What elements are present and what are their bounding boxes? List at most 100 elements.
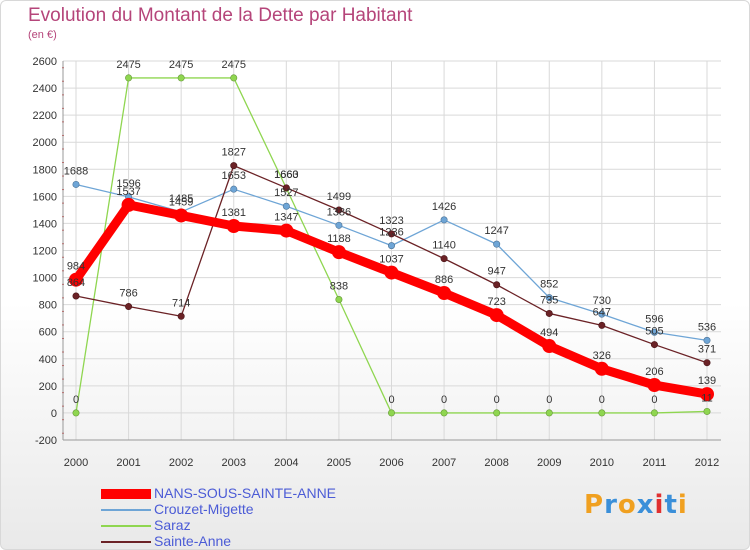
data-label: 1323 [379, 215, 403, 227]
data-label: 1537 [116, 186, 140, 198]
legend-swatch [101, 541, 151, 543]
x-tick-label: 2004 [274, 457, 298, 469]
data-point [125, 74, 133, 82]
data-point [331, 245, 346, 260]
data-label: 206 [645, 366, 663, 378]
data-point [542, 339, 557, 354]
x-tick-label: 2011 [643, 457, 667, 469]
data-point [598, 310, 606, 318]
data-label: 730 [593, 295, 611, 307]
legend-label: Sainte-Anne [154, 533, 232, 549]
data-label: 596 [645, 313, 663, 325]
data-point [335, 221, 343, 229]
data-point [335, 295, 343, 303]
chart-unit-label: (en €) [28, 29, 57, 41]
logo-letter: o [617, 490, 637, 520]
data-label: 0 [73, 394, 79, 406]
x-tick-label: 2006 [379, 457, 403, 469]
data-label: 11 [701, 392, 712, 404]
data-label: 1499 [327, 191, 351, 203]
data-point [650, 341, 658, 349]
data-point [387, 230, 395, 238]
logo-letter: P [584, 490, 605, 520]
data-label: 2475 [116, 59, 140, 71]
x-tick-label: 2002 [169, 457, 193, 469]
y-tick-label: 1200 [33, 246, 57, 258]
data-label: 647 [593, 306, 611, 318]
legend-label: Crouzet-Migette [154, 501, 254, 517]
data-label: 984 [67, 261, 85, 273]
data-point [493, 409, 501, 417]
data-label: 723 [487, 296, 505, 308]
data-label: 786 [119, 288, 137, 300]
data-point [230, 185, 238, 193]
data-point [440, 409, 448, 417]
data-label: 1247 [484, 225, 508, 237]
y-tick-label: 0 [51, 408, 57, 420]
data-label: 1688 [64, 165, 88, 177]
data-point [493, 281, 501, 289]
data-point [545, 309, 553, 317]
data-label: 714 [172, 297, 190, 309]
data-point [125, 303, 133, 311]
legend-swatch [101, 509, 151, 511]
data-label: 838 [330, 280, 348, 292]
data-label: 1386 [327, 206, 351, 218]
data-label: 1485 [169, 193, 193, 205]
data-label: 1347 [274, 212, 298, 224]
data-point [279, 223, 294, 238]
legend-label: Saraz [154, 517, 191, 533]
x-tick-label: 2000 [64, 457, 88, 469]
data-point [72, 180, 80, 188]
data-point [545, 409, 553, 417]
data-point [69, 272, 83, 287]
data-point [594, 361, 609, 376]
data-point [440, 255, 448, 263]
y-tick-label: 1400 [33, 218, 57, 230]
data-point [121, 197, 136, 212]
data-point [650, 409, 658, 417]
data-point [700, 387, 714, 402]
data-point [440, 216, 448, 224]
data-label: 1459 [169, 196, 193, 208]
data-label: 2475 [169, 59, 193, 71]
data-point [282, 184, 290, 192]
data-point [335, 206, 343, 214]
data-point [230, 162, 238, 170]
data-point [598, 321, 606, 329]
data-label: 0 [494, 394, 500, 406]
data-label: 1827 [222, 147, 246, 159]
data-label: 947 [487, 266, 505, 278]
data-label: 1596 [116, 178, 140, 190]
data-label: 505 [645, 326, 663, 338]
data-label: 1236 [379, 227, 403, 239]
data-point [387, 242, 395, 250]
data-point [72, 409, 80, 417]
data-label: 0 [599, 394, 605, 406]
data-label: 0 [546, 394, 552, 406]
x-tick-label: 2008 [484, 457, 508, 469]
proxiti-logo: Proxiti [584, 490, 688, 520]
y-tick-label: 200 [39, 381, 57, 393]
data-point [647, 378, 662, 393]
data-label: 0 [651, 394, 657, 406]
y-tick-label: 2400 [33, 83, 57, 95]
x-tick-label: 2012 [695, 457, 719, 469]
data-point [703, 359, 711, 367]
data-label: 2475 [222, 59, 246, 71]
data-label: 371 [698, 344, 716, 356]
legend-swatch [101, 489, 151, 499]
data-label: 852 [540, 279, 558, 291]
data-point [703, 336, 711, 344]
legend-label: NANS-SOUS-SAINTE-ANNE [154, 485, 337, 501]
data-point [384, 265, 399, 280]
data-label: 1653 [222, 170, 246, 182]
x-tick-label: 2009 [537, 457, 561, 469]
y-tick-label: 2000 [33, 137, 57, 149]
data-label: 494 [540, 327, 558, 339]
data-point [230, 74, 238, 82]
y-tick-label: 800 [39, 300, 57, 312]
data-label: 1660 [274, 169, 298, 181]
x-tick-label: 2010 [590, 457, 614, 469]
